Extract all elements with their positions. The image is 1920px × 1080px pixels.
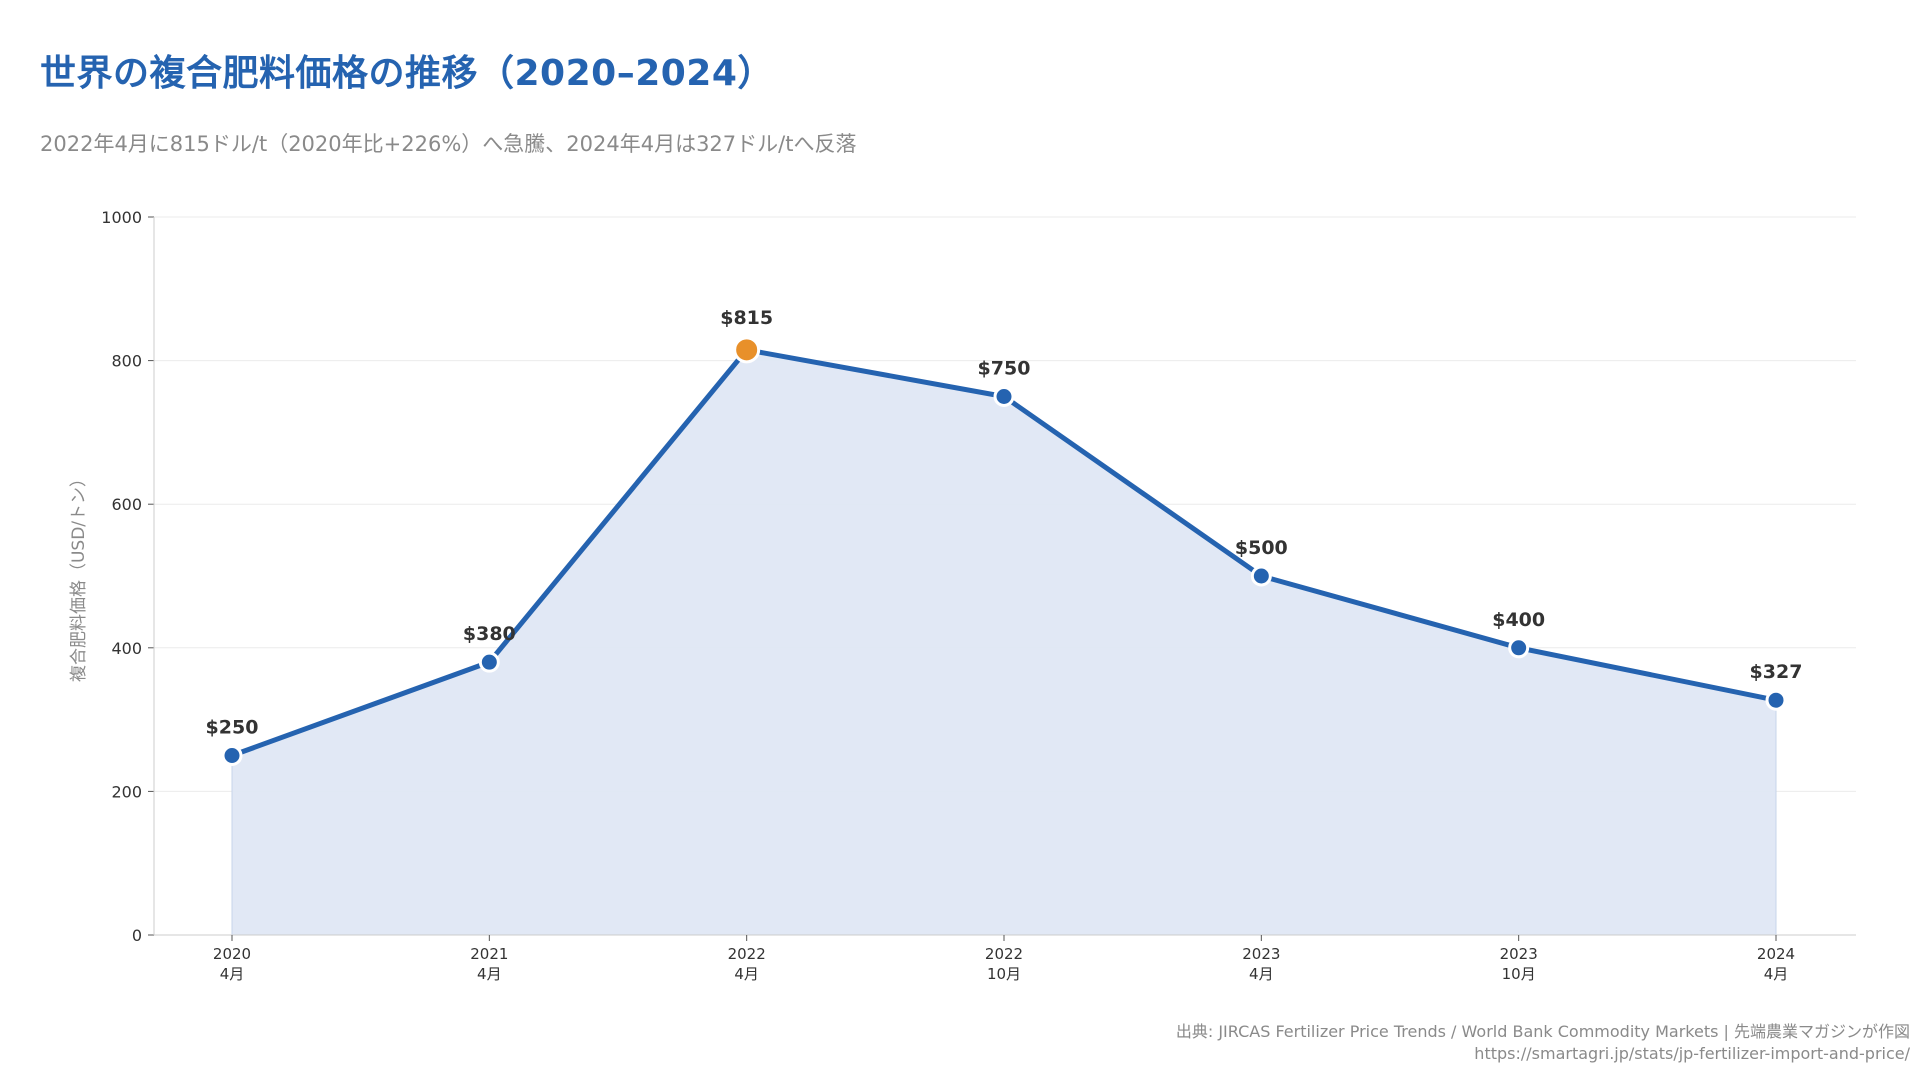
chart-subtitle: 2022年4月に815ドル/t（2020年比+226%）へ急騰、2024年4月は… bbox=[40, 132, 857, 156]
y-tick-label-400: 400 bbox=[111, 639, 142, 658]
x-tick-sublabel-2: 4月 bbox=[734, 965, 759, 983]
x-tick-label-4: 2023 bbox=[1242, 945, 1280, 963]
data-point bbox=[993, 386, 1015, 407]
data-point bbox=[1508, 637, 1530, 659]
data-label: $327 bbox=[1750, 661, 1803, 683]
x-tick-label-6: 2024 bbox=[1757, 945, 1795, 963]
y-axis-label: 複合肥料価格（USD/トン） bbox=[69, 470, 89, 682]
x-tick-label-3: 2022 bbox=[985, 945, 1023, 963]
data-label: $380 bbox=[463, 623, 516, 645]
x-tick-sublabel-5: 10月 bbox=[1502, 965, 1536, 983]
source-note: 出典: JIRCAS Fertilizer Price Trends / Wor… bbox=[1175, 1022, 1910, 1041]
source-url[interactable]: https://smartagri.jp/stats/jp-fertilizer… bbox=[1474, 1044, 1910, 1063]
data-point bbox=[221, 745, 243, 766]
data-point-peak bbox=[733, 336, 761, 364]
x-tick-sublabel-1: 4月 bbox=[477, 965, 502, 983]
x-tick-label-1: 2021 bbox=[470, 945, 508, 963]
data-points bbox=[221, 336, 1787, 766]
data-label: $750 bbox=[978, 358, 1031, 380]
y-tick-label-600: 600 bbox=[111, 495, 142, 514]
x-tick-sublabel-4: 4月 bbox=[1249, 965, 1274, 983]
x-tick-label-5: 2023 bbox=[1500, 945, 1538, 963]
x-tick-label-0: 2020 bbox=[213, 945, 251, 963]
y-tick-label-800: 800 bbox=[111, 352, 142, 371]
x-tick-label-2: 2022 bbox=[728, 945, 766, 963]
data-label: $815 bbox=[720, 307, 773, 329]
y-tick-label-0: 0 bbox=[132, 926, 142, 945]
data-label: $500 bbox=[1235, 537, 1288, 559]
data-labels: $250 $380 $815 $750 $500 $400 $327 bbox=[206, 307, 1803, 739]
x-tick-sublabel-3: 10月 bbox=[987, 965, 1021, 983]
x-tick-sublabel-6: 4月 bbox=[1764, 965, 1789, 983]
data-label: $400 bbox=[1492, 609, 1545, 631]
data-point bbox=[1250, 565, 1272, 587]
axes: 0 200 400 600 800 1000 2020 4月 2021 4月 2022 4月 2022 1… bbox=[101, 208, 1856, 983]
y-tick-label-1000: 1000 bbox=[101, 208, 142, 227]
data-label: $250 bbox=[206, 717, 259, 739]
y-tick-label-200: 200 bbox=[111, 782, 142, 801]
chart-title: 世界の複合肥料価格の推移（2020–2024） bbox=[40, 53, 774, 94]
data-point bbox=[1765, 689, 1787, 711]
x-tick-sublabel-0: 4月 bbox=[220, 965, 245, 983]
data-point bbox=[478, 651, 500, 673]
